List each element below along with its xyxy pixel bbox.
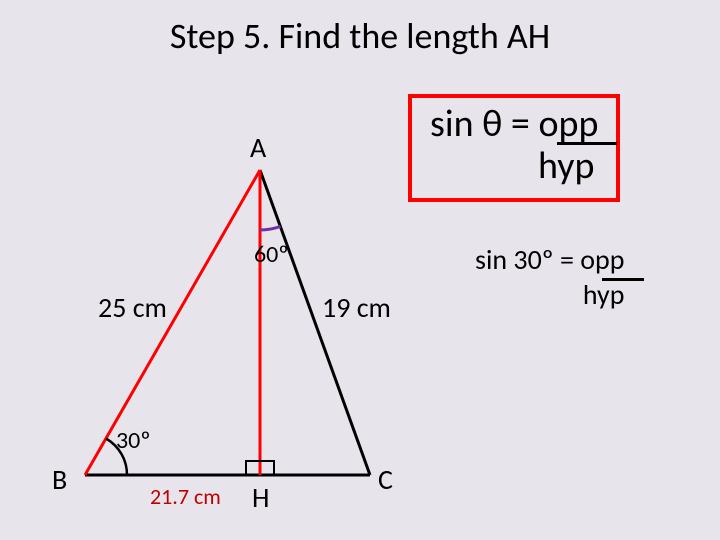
angle-b-label: 30º bbox=[116, 426, 150, 455]
side-ab-label: 25 cm bbox=[98, 290, 167, 325]
angle-a-arc bbox=[260, 226, 281, 230]
right-angle-marker-left bbox=[246, 461, 260, 475]
right-angle-marker-right bbox=[260, 461, 274, 475]
side-bh-label: 21.7 cm bbox=[150, 483, 221, 510]
triangle-diagram bbox=[0, 0, 720, 540]
vertex-b-label: B bbox=[52, 462, 67, 497]
angle-a-label: 60º bbox=[254, 240, 288, 269]
side-ac-label: 19 cm bbox=[322, 290, 391, 325]
vertex-a-label: A bbox=[250, 130, 266, 165]
vertex-h-label: H bbox=[252, 480, 269, 515]
vertex-c-label: C bbox=[378, 462, 393, 497]
